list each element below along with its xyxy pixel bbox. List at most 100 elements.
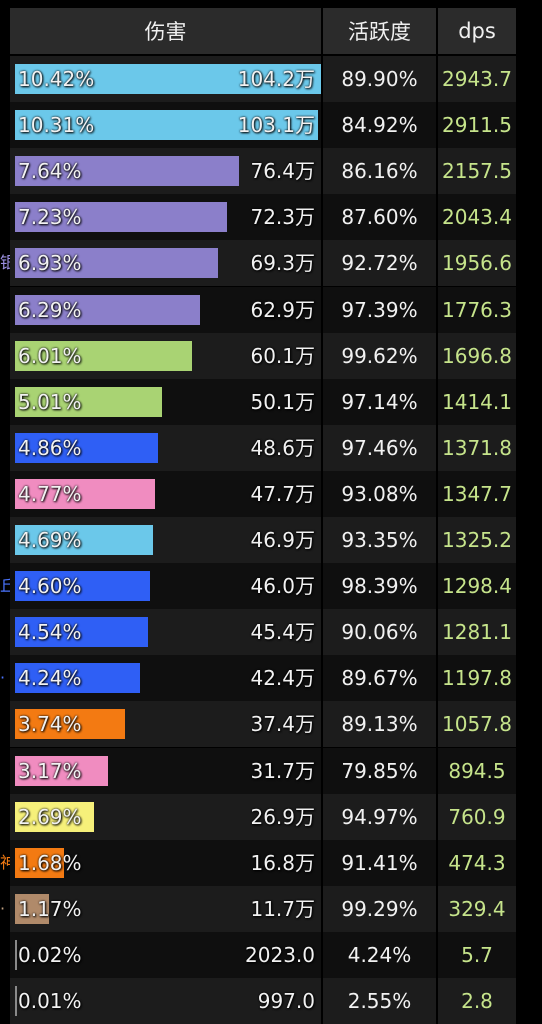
dps-cell: 1696.8 bbox=[438, 332, 516, 379]
table-row[interactable]: 6.01% 60.1万 99.62% 1696.8 bbox=[0, 332, 542, 379]
row-name-fragment: 银 bbox=[0, 253, 10, 273]
table-row[interactable]: 6.29% 62.9万 97.39% 1776.3 bbox=[0, 286, 542, 333]
damage-amount: 104.2万 bbox=[237, 67, 315, 91]
row-name-fragment: · bbox=[0, 898, 6, 918]
damage-bar bbox=[15, 478, 155, 509]
damage-percent: 4.77% bbox=[18, 481, 82, 506]
damage-percent: 6.93% bbox=[18, 251, 82, 276]
damage-cell: 10.42% 104.2万 bbox=[10, 56, 321, 102]
dps-cell: 1414.1 bbox=[438, 378, 516, 425]
row-name-fragment bbox=[0, 194, 10, 240]
table-row[interactable]: 3.74% 37.4万 89.13% 1057.8 bbox=[0, 701, 542, 748]
damage-percent: 3.17% bbox=[18, 758, 82, 783]
damage-percent: 7.23% bbox=[18, 205, 82, 230]
row-name-fragment bbox=[0, 978, 10, 1024]
damage-cell: 5.01% 50.1万 bbox=[10, 378, 321, 425]
row-name-fragment bbox=[0, 425, 10, 471]
damage-percent: 3.74% bbox=[18, 712, 82, 737]
damage-amount: 46.0万 bbox=[250, 574, 315, 599]
damage-percent: 4.86% bbox=[18, 435, 82, 460]
damage-percent: 4.60% bbox=[18, 574, 82, 599]
activity-cell: 97.14% bbox=[323, 378, 436, 425]
table-row[interactable]: 7.64% 76.4万 86.16% 2157.5 bbox=[0, 148, 542, 195]
damage-bar bbox=[15, 939, 17, 970]
damage-bar bbox=[15, 801, 94, 832]
damage-bar bbox=[15, 525, 153, 555]
header-damage[interactable]: 伤害 bbox=[10, 8, 321, 54]
table-row[interactable]: 神 1.68% 16.8万 91.41% 474.3 bbox=[0, 839, 542, 886]
damage-cell: 4.60% 46.0万 bbox=[10, 563, 321, 610]
activity-cell: 89.67% bbox=[323, 655, 436, 702]
damage-percent: 7.64% bbox=[18, 159, 82, 184]
damage-bar bbox=[15, 432, 158, 463]
damage-cell: 1.17% 11.7万 bbox=[10, 885, 321, 932]
table-row[interactable]: 10.42% 104.2万 89.90% 2943.7 bbox=[0, 56, 542, 102]
dps-cell: 760.9 bbox=[438, 793, 516, 840]
row-name-fragment bbox=[0, 609, 10, 655]
dps-cell: 1776.3 bbox=[438, 286, 516, 333]
damage-cell: 6.01% 60.1万 bbox=[10, 332, 321, 379]
table-row[interactable]: · 4.24% 42.4万 89.67% 1197.8 bbox=[0, 655, 542, 702]
dps-cell: 1371.8 bbox=[438, 424, 516, 471]
damage-amount: 26.9万 bbox=[250, 804, 315, 829]
table-row[interactable]: 4.77% 47.7万 93.08% 1347.7 bbox=[0, 470, 542, 517]
damage-bar bbox=[15, 64, 321, 94]
table-row[interactable]: 4.54% 45.4万 90.06% 1281.1 bbox=[0, 609, 542, 656]
damage-percent: 5.01% bbox=[18, 389, 82, 414]
row-name-fragment: 神 bbox=[0, 852, 10, 872]
table-row[interactable]: 4.86% 48.6万 97.46% 1371.8 bbox=[0, 424, 542, 471]
row-name-fragment bbox=[0, 517, 10, 563]
damage-cell: 7.23% 72.3万 bbox=[10, 194, 321, 241]
table-row[interactable]: 0.01% 997.0 2.55% 2.8 bbox=[0, 978, 542, 1024]
damage-bar bbox=[15, 340, 192, 371]
damage-percent: 1.17% bbox=[18, 896, 82, 921]
damage-cell: 1.68% 16.8万 bbox=[10, 839, 321, 886]
row-name-fragment bbox=[0, 287, 10, 333]
dps-cell: 5.7 bbox=[438, 931, 516, 978]
damage-amount: 103.1万 bbox=[237, 113, 315, 138]
table-row[interactable]: 7.23% 72.3万 87.60% 2043.4 bbox=[0, 194, 542, 241]
damage-amount: 42.4万 bbox=[250, 666, 315, 691]
table-row[interactable]: 丘 4.60% 46.0万 98.39% 1298.4 bbox=[0, 563, 542, 610]
damage-cell: 4.24% 42.4万 bbox=[10, 655, 321, 702]
activity-cell: 89.90% bbox=[323, 56, 436, 102]
dps-cell: 1298.4 bbox=[438, 563, 516, 610]
table-row[interactable]: 银 6.93% 69.3万 92.72% 1956.6 bbox=[0, 240, 542, 287]
table-row[interactable]: · 1.17% 11.7万 99.29% 329.4 bbox=[0, 885, 542, 932]
damage-amount: 46.9万 bbox=[250, 528, 315, 552]
row-name-fragment bbox=[0, 748, 10, 794]
damage-amount: 69.3万 bbox=[250, 251, 315, 276]
damage-bar bbox=[15, 202, 227, 233]
table-row[interactable]: 0.02% 2023.0 4.24% 5.7 bbox=[0, 931, 542, 978]
damage-percent: 4.69% bbox=[18, 528, 82, 552]
table-row[interactable]: 4.69% 46.9万 93.35% 1325.2 bbox=[0, 517, 542, 563]
dps-cell: 2943.7 bbox=[438, 56, 516, 102]
header-dps[interactable]: dps bbox=[438, 8, 516, 54]
damage-bar bbox=[15, 156, 239, 187]
row-name-fragment: 丘 bbox=[0, 576, 10, 596]
damage-cell: 4.54% 45.4万 bbox=[10, 609, 321, 656]
header-activity[interactable]: 活跃度 bbox=[323, 8, 436, 54]
activity-cell: 99.29% bbox=[323, 885, 436, 932]
damage-bar bbox=[15, 386, 162, 417]
row-name-fragment bbox=[0, 701, 10, 747]
damage-cell: 0.01% 997.0 bbox=[10, 978, 321, 1024]
row-name-fragment bbox=[0, 148, 10, 194]
table-row[interactable]: 2.69% 26.9万 94.97% 760.9 bbox=[0, 793, 542, 840]
damage-cell: 6.29% 62.9万 bbox=[10, 286, 321, 333]
table-row[interactable]: 5.01% 50.1万 97.14% 1414.1 bbox=[0, 378, 542, 425]
damage-bar bbox=[15, 847, 64, 878]
damage-percent: 0.01% bbox=[18, 989, 82, 1013]
damage-bar bbox=[15, 110, 318, 141]
damage-percent: 2.69% bbox=[18, 804, 82, 829]
damage-percent: 0.02% bbox=[18, 942, 82, 967]
damage-bar bbox=[15, 571, 150, 602]
dps-cell: 1197.8 bbox=[438, 655, 516, 702]
table-header: 伤害 活跃度 dps bbox=[0, 8, 542, 54]
damage-amount: 11.7万 bbox=[250, 896, 315, 921]
damage-bar bbox=[15, 248, 218, 279]
activity-cell: 94.97% bbox=[323, 793, 436, 840]
activity-cell: 92.72% bbox=[323, 240, 436, 287]
table-row[interactable]: 3.17% 31.7万 79.85% 894.5 bbox=[0, 747, 542, 794]
table-row[interactable]: 10.31% 103.1万 84.92% 2911.5 bbox=[0, 102, 542, 149]
